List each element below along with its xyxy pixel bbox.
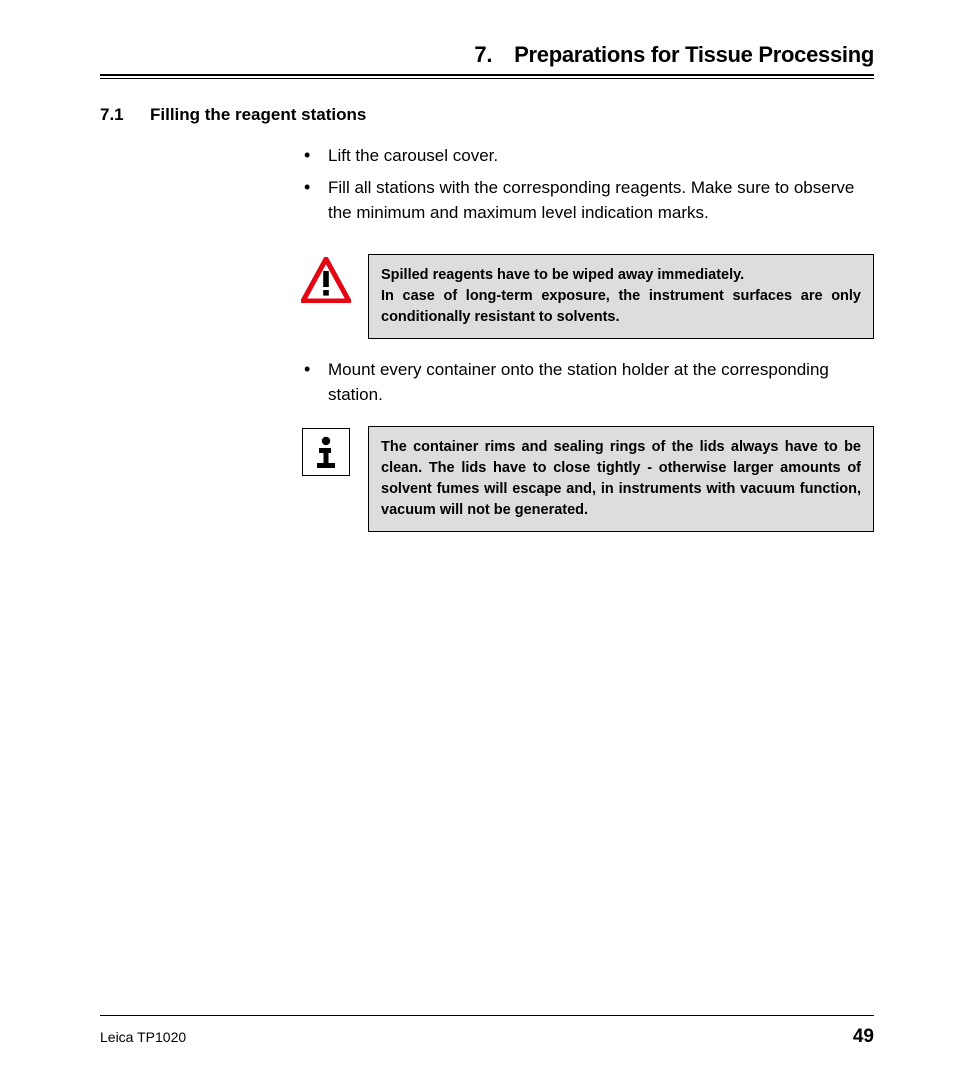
section-heading: Filling the reagent stations: [150, 105, 366, 125]
header-rule: [100, 74, 874, 79]
info-callout: The container rims and sealing rings of …: [300, 426, 874, 532]
document-page: 7. Preparations for Tissue Processing 7.1…: [0, 0, 954, 1010]
warning-callout: Spilled reagents have to be wiped away i…: [300, 254, 874, 339]
page-number: 49: [853, 1026, 874, 1048]
section-title: 7.1 Filling the reagent stations: [100, 105, 874, 125]
bullet-list-2: • Mount every container onto the station…: [300, 357, 866, 408]
list-item: • Lift the carousel cover.: [300, 143, 866, 169]
bullet-list-1: • Lift the carousel cover. • Fill all st…: [300, 143, 866, 226]
bullet-text: Fill all stations with the corresponding…: [328, 175, 866, 226]
bullet-icon: •: [300, 175, 328, 226]
footer-product: Leica TP1020: [100, 1029, 186, 1045]
info-icon: [300, 426, 352, 478]
bullet-icon: •: [300, 143, 328, 169]
warning-line-2: In case of long-term exposure, the instr…: [381, 286, 861, 328]
chapter-title: Preparations for Tissue Processing: [514, 42, 874, 67]
list-item: • Fill all stations with the correspondi…: [300, 175, 866, 226]
footer-rule: [100, 1015, 874, 1016]
chapter-number: 7.: [474, 42, 492, 67]
info-text: The container rims and sealing rings of …: [381, 439, 861, 518]
warning-icon: [300, 254, 352, 306]
warning-line-1: Spilled reagents have to be wiped away i…: [381, 265, 861, 286]
bullet-text: Mount every container onto the station h…: [328, 357, 866, 408]
list-item: • Mount every container onto the station…: [300, 357, 866, 408]
chapter-header: 7. Preparations for Tissue Processing: [100, 42, 874, 74]
bullet-text: Lift the carousel cover.: [328, 143, 498, 169]
section-number: 7.1: [100, 105, 150, 125]
info-box: The container rims and sealing rings of …: [368, 426, 874, 532]
warning-box: Spilled reagents have to be wiped away i…: [368, 254, 874, 339]
page-footer: Leica TP1020 49: [100, 1015, 874, 1048]
bullet-icon: •: [300, 357, 328, 408]
